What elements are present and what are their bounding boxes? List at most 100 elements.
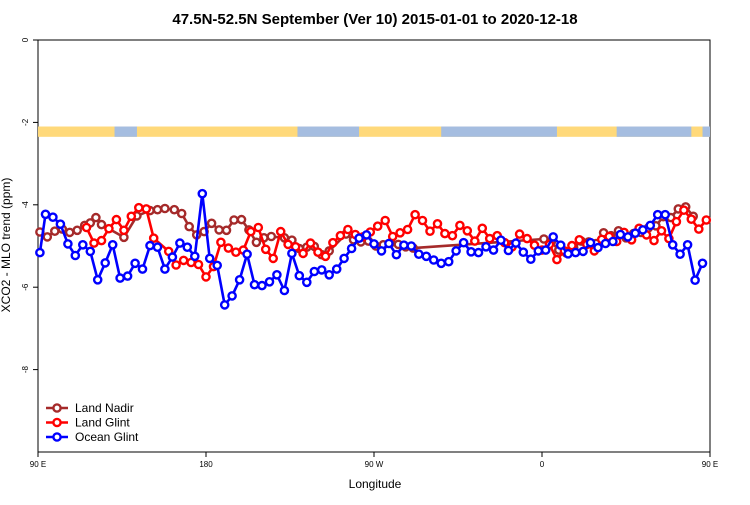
data-point (268, 253, 279, 264)
data-point (126, 211, 137, 222)
data-point (660, 209, 671, 220)
data-point (694, 224, 704, 234)
data-point (671, 216, 682, 227)
data-point (115, 273, 125, 283)
data-point (477, 223, 488, 234)
data-point (462, 225, 473, 236)
data-point (328, 237, 338, 248)
data-point (178, 255, 189, 266)
data-point (473, 247, 484, 258)
data-point (206, 218, 217, 229)
data-point (320, 251, 331, 262)
data-point (104, 223, 114, 234)
ocean-band-segment (297, 126, 360, 137)
data-point (428, 255, 439, 265)
data-point (376, 246, 387, 256)
data-point (283, 239, 293, 250)
data-point (313, 247, 323, 257)
data-point (89, 238, 99, 248)
data-point (96, 235, 107, 246)
legend-label: Ocean Glint (75, 430, 139, 444)
data-point (645, 220, 656, 231)
data-point (440, 228, 450, 239)
data-point (145, 240, 155, 251)
data-point (339, 253, 349, 264)
data-point (133, 202, 144, 213)
data-point (214, 225, 224, 235)
data-point (667, 239, 678, 250)
data-point (552, 254, 562, 265)
data-point (184, 221, 194, 232)
data-point (413, 249, 424, 259)
data-point (526, 254, 536, 265)
data-point (122, 271, 133, 281)
land-band (38, 126, 710, 137)
data-point (570, 247, 581, 258)
data-point (522, 233, 532, 244)
data-point (264, 276, 275, 287)
data-point (682, 239, 693, 250)
data-point (50, 226, 60, 236)
data-point (182, 242, 193, 252)
data-point (249, 279, 260, 290)
data-point (369, 239, 379, 249)
data-point (387, 231, 398, 242)
data-point (335, 230, 346, 241)
data-point (503, 245, 514, 256)
data-point (567, 240, 577, 251)
data-point (234, 274, 245, 285)
data-point (221, 225, 232, 236)
data-point (78, 239, 88, 250)
data-point (656, 225, 667, 236)
x-tick-label: 90 E (702, 460, 718, 469)
data-point (533, 246, 544, 256)
data-point (496, 235, 506, 245)
data-point (197, 188, 208, 199)
data-point (64, 227, 75, 238)
data-point (91, 212, 101, 223)
data-point (697, 258, 708, 269)
data-point (216, 237, 226, 248)
data-point (81, 222, 92, 233)
data-point (148, 233, 159, 243)
ocean-band-segment (702, 126, 710, 137)
data-point (593, 242, 603, 253)
data-point (380, 215, 391, 226)
data-point (253, 222, 264, 233)
data-point (425, 226, 435, 236)
data-point (406, 241, 417, 251)
legend-marker (52, 417, 62, 428)
legend-label: Land Glint (75, 416, 130, 430)
data-point (324, 269, 335, 280)
data-point (615, 229, 626, 240)
data-point (245, 226, 256, 237)
y-tick-label: -8 (21, 365, 30, 373)
data-point (384, 238, 394, 249)
axes: 90 E 180 90 W 0 90 E 0 -2 -4 -6 -8 (21, 37, 718, 469)
y-axis-label: XCO2 - MLO trend (ppm) (0, 178, 13, 313)
data-point (548, 232, 559, 242)
data-point (141, 204, 152, 214)
data-point (40, 209, 51, 220)
data-point (169, 204, 180, 215)
data-point (391, 249, 402, 260)
data-point (96, 219, 107, 230)
data-point (251, 237, 262, 248)
data-point (331, 264, 342, 274)
data-point (63, 239, 73, 249)
data-point (354, 233, 364, 243)
data-point (417, 215, 428, 226)
data-point (443, 256, 454, 267)
data-point (119, 225, 129, 236)
data-point (287, 248, 297, 259)
data-point (410, 209, 420, 220)
data-point (107, 239, 118, 250)
data-point (160, 203, 170, 214)
land-ocean-band (38, 126, 710, 137)
data-point (152, 242, 163, 252)
legend-marker (52, 432, 62, 442)
data-point (92, 274, 103, 285)
data-point (70, 250, 81, 261)
series-layer (35, 188, 712, 310)
